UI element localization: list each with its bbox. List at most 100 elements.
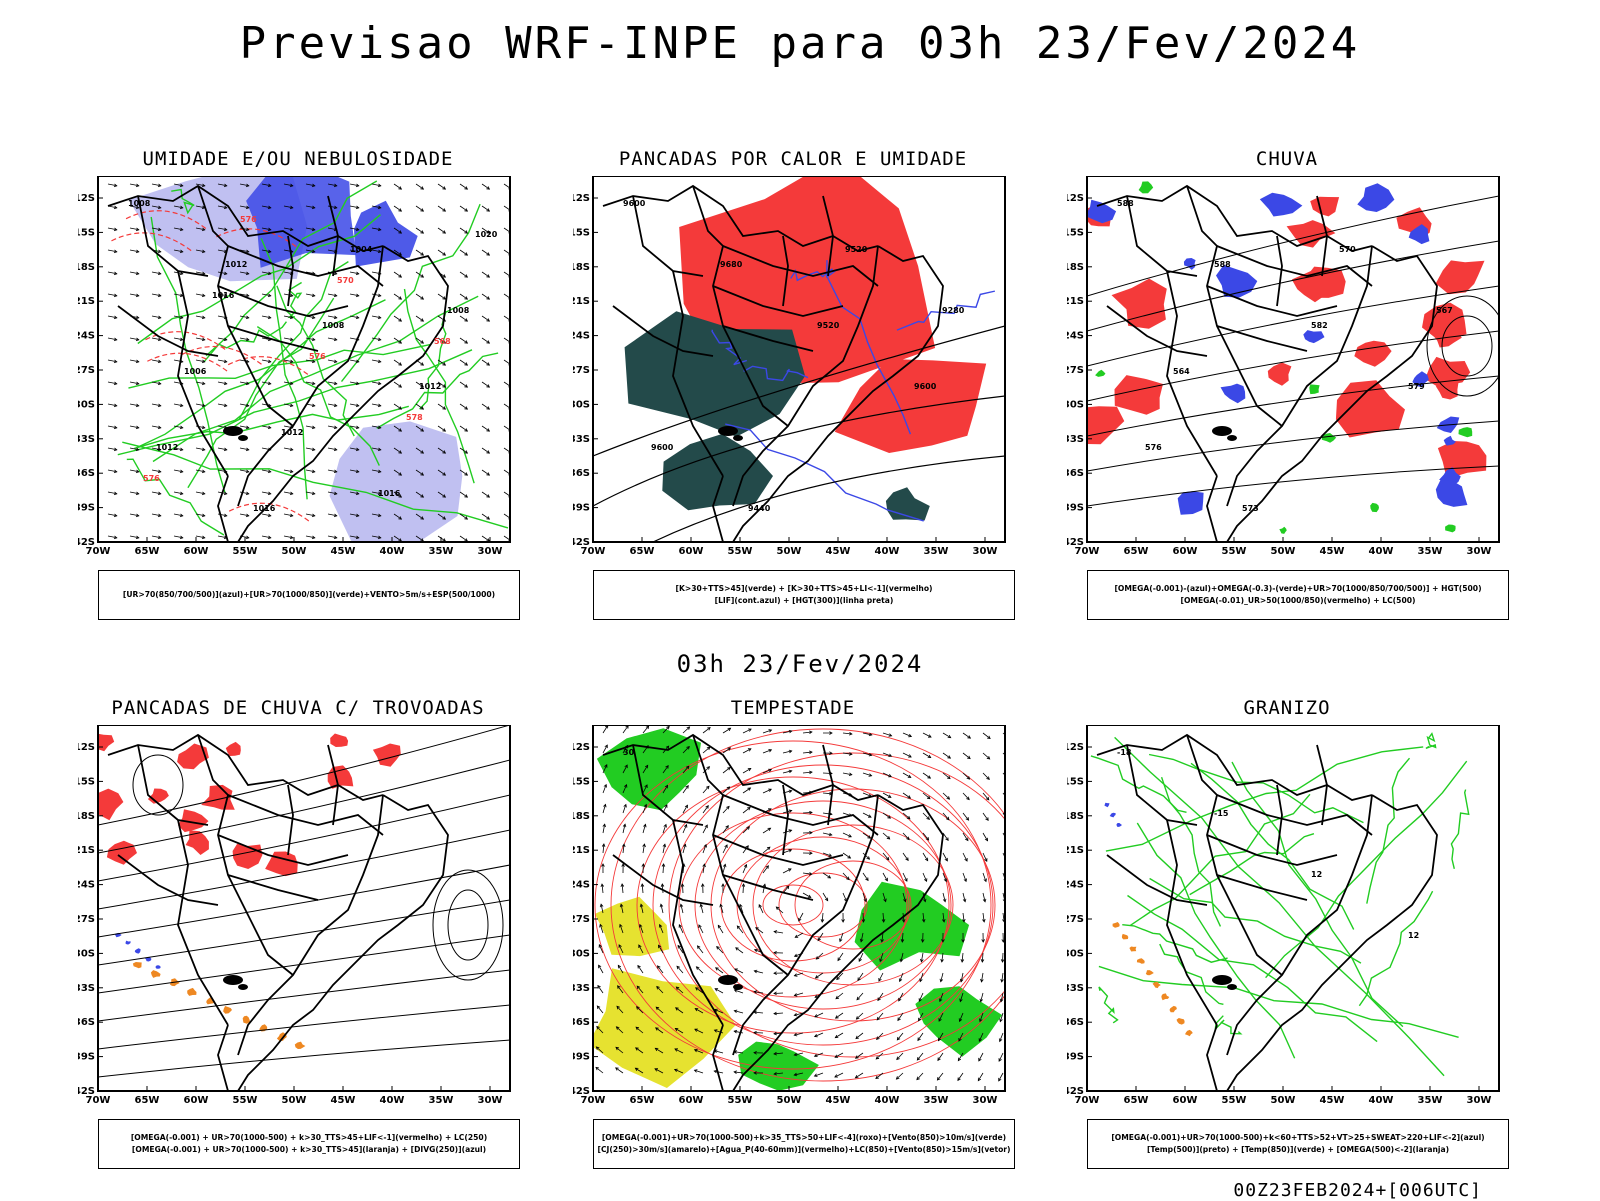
contour-label: 9680	[720, 260, 743, 269]
lat-label: 15S	[573, 776, 590, 787]
lon-label: 35W	[924, 546, 949, 557]
contour-label: -18	[1117, 748, 1132, 757]
lon-label: 35W	[924, 1095, 949, 1106]
lon-label: 45W	[1320, 1095, 1345, 1106]
lat-label: 39S	[78, 1052, 95, 1063]
lat-label: 39S	[78, 503, 95, 514]
lat-label: 24S	[573, 331, 590, 342]
contour-label: 12	[1408, 931, 1419, 940]
lat-label: 15S	[78, 227, 95, 238]
lat-label: 12S	[1067, 193, 1084, 204]
lat-label: 39S	[1067, 1052, 1084, 1063]
lake-mark	[223, 426, 243, 436]
lat-label: 27S	[573, 914, 590, 925]
lat-label: 30S	[78, 399, 95, 410]
lat-label: 18S	[78, 262, 95, 273]
lat-label: 21S	[1067, 296, 1084, 307]
legend-line: [Temp(500)](preto) + [Temp(850)](verde) …	[1088, 1144, 1508, 1156]
legend-line: [K>30+TTS>45](verde) + [K>30+TTS>45+LI<-…	[594, 583, 1014, 595]
mid-time-label: 03h 23/Fev/2024	[0, 650, 1600, 678]
contour-label: 567	[1436, 306, 1453, 315]
lat-label: 12S	[1067, 742, 1084, 753]
lat-label: 15S	[1067, 227, 1084, 238]
contour-label: 1008	[128, 199, 151, 208]
lon-label: 45W	[331, 1095, 356, 1106]
lake-mark	[733, 984, 743, 990]
lat-label: 12S	[573, 193, 590, 204]
contour-label: -15	[1214, 809, 1229, 818]
legend-line: [OMEGA(-0.001)-(azul)+OMEGA(-0.3)-(verde…	[1088, 583, 1508, 595]
lake-mark	[238, 984, 248, 990]
lon-label: 60W	[184, 546, 209, 557]
lat-label: 27S	[1067, 914, 1084, 925]
contour-label: 9600	[623, 199, 646, 208]
lat-label: 24S	[1067, 880, 1084, 891]
lon-label: 55W	[1222, 1095, 1247, 1106]
lon-label: 60W	[1173, 1095, 1198, 1106]
map-bg	[98, 725, 510, 1091]
lat-label: 39S	[1067, 503, 1084, 514]
lat-label: 15S	[78, 776, 95, 787]
contour-label: 576	[1145, 443, 1162, 452]
contour-label: 1016	[253, 504, 276, 513]
contour-label: 588	[1214, 260, 1231, 269]
contour-label: 30	[623, 748, 635, 757]
lat-label: 30S	[573, 399, 590, 410]
contour-label: 9600	[651, 443, 674, 452]
lat-label: 36S	[1067, 1017, 1084, 1028]
contour-label: 578	[406, 413, 423, 422]
lat-label: 24S	[573, 880, 590, 891]
lat-label: 12S	[78, 742, 95, 753]
legend-line: [OMEGA(-0.001) + UR>70(1000-500) + k>30_…	[99, 1144, 519, 1156]
lon-label: 55W	[233, 1095, 258, 1106]
lat-label: 21S	[573, 296, 590, 307]
lon-label: 60W	[679, 546, 704, 557]
panel-title: CHUVA	[1067, 148, 1507, 170]
lon-label: 45W	[1320, 546, 1345, 557]
map-pancadas-trovoadas: 12S15S18S21S24S27S30S33S36S39S42S70W65W6…	[78, 725, 518, 1120]
panel-title: PANCADAS POR CALOR E UMIDADE	[573, 148, 1013, 170]
lon-label: 60W	[1173, 546, 1198, 557]
lon-label: 70W	[581, 1095, 606, 1106]
lat-label: 21S	[78, 296, 95, 307]
lat-label: 33S	[573, 434, 590, 445]
contour-label: 1008	[447, 306, 470, 315]
lon-label: 45W	[826, 546, 851, 557]
lon-label: 65W	[630, 546, 655, 557]
panel-title: UMIDADE E/OU NEBULOSIDADE	[78, 148, 518, 170]
contour-label: 576	[309, 352, 326, 361]
lat-label: 18S	[1067, 262, 1084, 273]
lon-label: 60W	[184, 1095, 209, 1106]
lon-label: 35W	[429, 546, 454, 557]
lon-label: 65W	[1124, 546, 1149, 557]
lat-label: 30S	[1067, 399, 1084, 410]
lon-label: 30W	[478, 1095, 503, 1106]
lat-label: 24S	[1067, 331, 1084, 342]
lon-label: 70W	[1075, 546, 1100, 557]
lat-label: 15S	[573, 227, 590, 238]
contour-label: 1012	[225, 260, 247, 269]
lon-label: 55W	[233, 546, 258, 557]
lon-label: 65W	[135, 1095, 160, 1106]
lat-label: 21S	[1067, 845, 1084, 856]
lat-label: 15S	[1067, 776, 1084, 787]
contour-label: 1004	[350, 245, 373, 254]
legend-line: [OMEGA(-0.001)+UR>70(1000-500)+k>35_TTS>…	[594, 1132, 1014, 1144]
contour-label: 576	[240, 215, 257, 224]
lon-label: 50W	[282, 1095, 307, 1106]
lon-label: 30W	[973, 1095, 998, 1106]
lat-label: 36S	[78, 1017, 95, 1028]
lon-label: 40W	[1369, 1095, 1394, 1106]
lake-mark	[718, 975, 738, 985]
contour-label: 582	[1311, 321, 1328, 330]
lat-label: 36S	[573, 1017, 590, 1028]
lat-label: 30S	[1067, 948, 1084, 959]
lat-label: 27S	[78, 365, 95, 376]
lon-label: 70W	[1075, 1095, 1100, 1106]
humidity-blue-area	[246, 176, 356, 268]
lon-label: 50W	[777, 546, 802, 557]
contour-label: 1016	[378, 489, 401, 498]
lon-label: 35W	[1418, 1095, 1443, 1106]
panel-legend: [UR>70(850/700/500)](azul)+[UR>70(1000/8…	[98, 570, 520, 620]
lat-label: 30S	[573, 948, 590, 959]
